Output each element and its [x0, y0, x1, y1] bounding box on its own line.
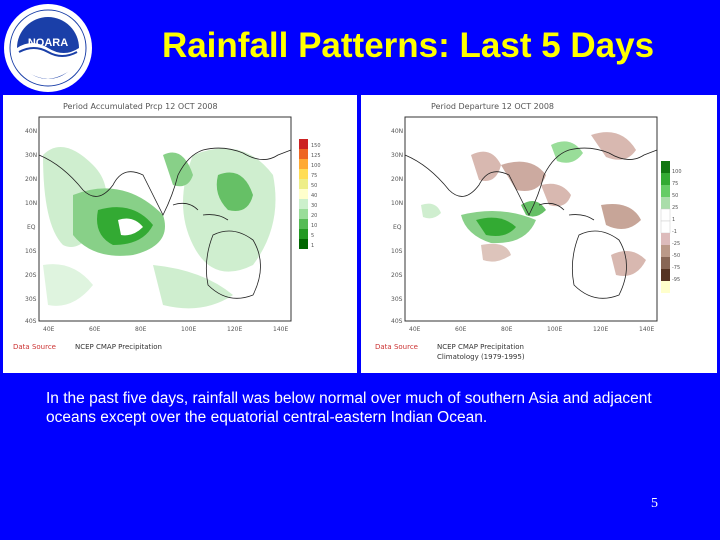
svg-text:10N: 10N	[391, 200, 403, 207]
svg-text:-95: -95	[672, 277, 680, 283]
coastlines	[404, 147, 658, 299]
svg-text:20: 20	[311, 213, 317, 219]
data-source-text: NCEP CMAP Precipitation	[437, 343, 524, 351]
svg-text:100E: 100E	[547, 326, 562, 333]
svg-text:40E: 40E	[43, 326, 55, 333]
svg-text:120E: 120E	[593, 326, 608, 333]
svg-text:20N: 20N	[25, 176, 37, 183]
svg-text:100: 100	[672, 169, 682, 175]
climatology-text: Climatology (1979-1995)	[437, 353, 525, 361]
svg-text:20S: 20S	[25, 272, 37, 279]
svg-text:10S: 10S	[391, 248, 403, 255]
svg-text:30S: 30S	[391, 296, 403, 303]
svg-text:EQ: EQ	[27, 224, 36, 231]
svg-text:5: 5	[311, 233, 314, 239]
rainfall-field	[43, 147, 276, 309]
svg-text:EQ: EQ	[393, 224, 402, 231]
page-number: 5	[651, 496, 658, 511]
departure-field	[421, 132, 646, 276]
svg-text:30S: 30S	[25, 296, 37, 303]
svg-text:100: 100	[311, 163, 321, 169]
svg-text:20N: 20N	[391, 176, 403, 183]
svg-text:1: 1	[672, 217, 675, 223]
data-source-text: NCEP CMAP Precipitation	[75, 343, 162, 351]
svg-text:140E: 140E	[639, 326, 654, 333]
coastlines	[38, 147, 292, 299]
data-source-label: Data Source	[13, 343, 56, 351]
slide-caption: In the past five days, rainfall was belo…	[46, 390, 652, 426]
svg-text:40N: 40N	[25, 128, 37, 135]
svg-text:125: 125	[311, 153, 321, 159]
svg-text:80E: 80E	[135, 326, 147, 333]
svg-text:140E: 140E	[273, 326, 288, 333]
svg-text:20S: 20S	[391, 272, 403, 279]
svg-text:10N: 10N	[25, 200, 37, 207]
slide-title: Rainfall Patterns: Last 5 Days	[161, 26, 655, 65]
svg-text:30N: 30N	[391, 152, 403, 159]
svg-text:40N: 40N	[391, 128, 403, 135]
svg-text:-1: -1	[672, 229, 677, 235]
svg-text:75: 75	[311, 173, 317, 179]
svg-text:-50: -50	[672, 253, 680, 259]
svg-text:120E: 120E	[227, 326, 242, 333]
map-panel-departure: Period Departure 12 OCT 2008 40N 30N 20N 1…	[361, 95, 717, 373]
map-panel-accumulated: Period Accumulated Prcp 12 OCT 2008 40N 3…	[3, 95, 357, 373]
svg-text:50: 50	[672, 193, 678, 199]
svg-text:50: 50	[311, 183, 317, 189]
svg-text:100E: 100E	[181, 326, 196, 333]
svg-text:25: 25	[672, 205, 678, 211]
svg-text:150: 150	[311, 143, 321, 149]
svg-text:30N: 30N	[25, 152, 37, 159]
map-header: Period Accumulated Prcp 12 OCT 2008	[63, 102, 218, 111]
map-header: Period Departure 12 OCT 2008	[431, 102, 554, 111]
noaa-logo: NOARA	[4, 4, 92, 92]
svg-text:30: 30	[311, 203, 317, 209]
svg-text:60E: 60E	[89, 326, 101, 333]
legend	[299, 139, 308, 249]
svg-text:10: 10	[311, 223, 317, 229]
svg-text:10S: 10S	[25, 248, 37, 255]
svg-text:60E: 60E	[455, 326, 467, 333]
svg-text:80E: 80E	[501, 326, 513, 333]
svg-text:75: 75	[672, 181, 678, 187]
data-source-label: Data Source	[375, 343, 418, 351]
svg-text:-75: -75	[672, 265, 680, 271]
logo-text: NOARA	[28, 37, 68, 49]
svg-text:40S: 40S	[391, 318, 403, 325]
svg-text:-25: -25	[672, 241, 680, 247]
svg-text:1: 1	[311, 243, 314, 249]
legend	[660, 161, 671, 293]
svg-text:40: 40	[311, 193, 317, 199]
svg-text:40E: 40E	[409, 326, 421, 333]
svg-text:40S: 40S	[25, 318, 37, 325]
